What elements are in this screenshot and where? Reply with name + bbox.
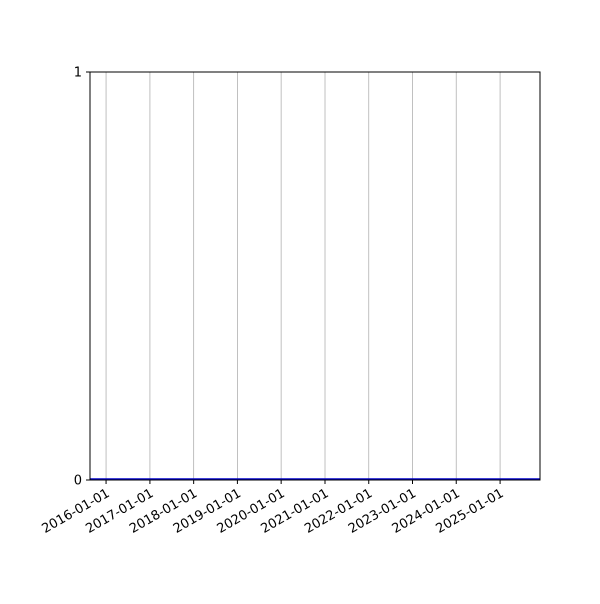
grid-lines [105,72,501,480]
y-tick-label: 0 [74,474,82,489]
y-tick-label: 1 [74,66,82,81]
axes-frame [89,71,541,481]
y-axis: 01 [74,66,90,489]
x-axis: 2016-01-012017-01-012018-01-012019-01-01… [40,480,506,537]
